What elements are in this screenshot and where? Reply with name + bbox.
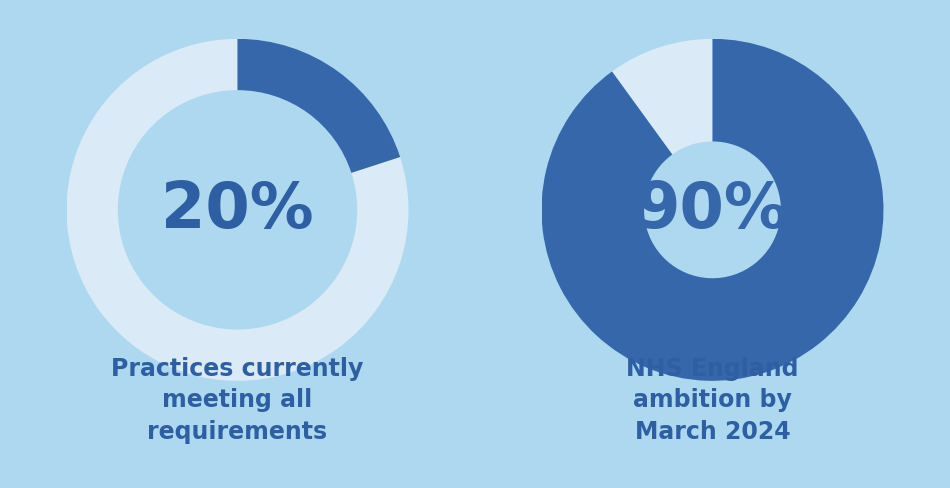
Wedge shape [612,39,712,155]
Text: 20%: 20% [162,179,314,241]
Text: NHS England
ambition by
March 2024: NHS England ambition by March 2024 [626,357,799,444]
Wedge shape [66,39,408,381]
Text: 90%: 90% [636,179,788,241]
Text: Practices currently
meeting all
requirements: Practices currently meeting all requirem… [111,357,364,444]
Wedge shape [238,39,400,173]
Wedge shape [542,39,884,381]
